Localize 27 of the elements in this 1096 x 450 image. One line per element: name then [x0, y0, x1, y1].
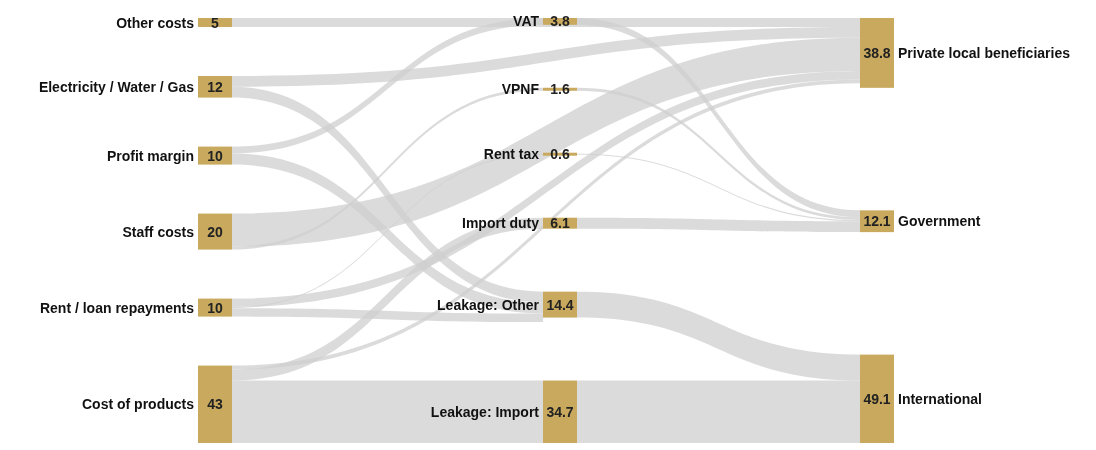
- category-label: Government: [898, 213, 981, 230]
- data-label: 5: [211, 14, 220, 31]
- data-label: 6.1: [550, 215, 570, 232]
- data-label: 20: [207, 223, 223, 240]
- category-label: Import duty: [462, 215, 540, 232]
- category-label: Profit margin: [106, 147, 194, 164]
- category-label: Other costs: [116, 14, 195, 31]
- category-label: Leakage: Import: [430, 403, 540, 420]
- data-label: 12.1: [863, 213, 891, 230]
- category-label: Rent / loan repayments: [39, 299, 195, 316]
- category-label: Staff costs: [122, 223, 195, 240]
- data-label: 38.8: [863, 44, 891, 61]
- data-label: 10: [207, 299, 223, 316]
- category-label: Rent tax: [483, 146, 540, 163]
- data-label: 43: [207, 396, 223, 413]
- category-label: VAT: [513, 13, 540, 30]
- category-label: International: [898, 390, 983, 407]
- category-label: Private local beneficiaries: [898, 44, 1071, 61]
- data-label: 14.4: [546, 296, 574, 313]
- category-label: VPNF: [501, 81, 540, 98]
- category-label: Cost of products: [82, 396, 195, 413]
- category-label: Leakage: Other: [437, 296, 540, 313]
- data-label: 10: [207, 147, 223, 164]
- data-label: 12: [207, 78, 223, 95]
- data-label: 49.1: [863, 390, 891, 407]
- category-label: Electricity / Water / Gas: [38, 78, 195, 95]
- data-label: 34.7: [546, 403, 574, 420]
